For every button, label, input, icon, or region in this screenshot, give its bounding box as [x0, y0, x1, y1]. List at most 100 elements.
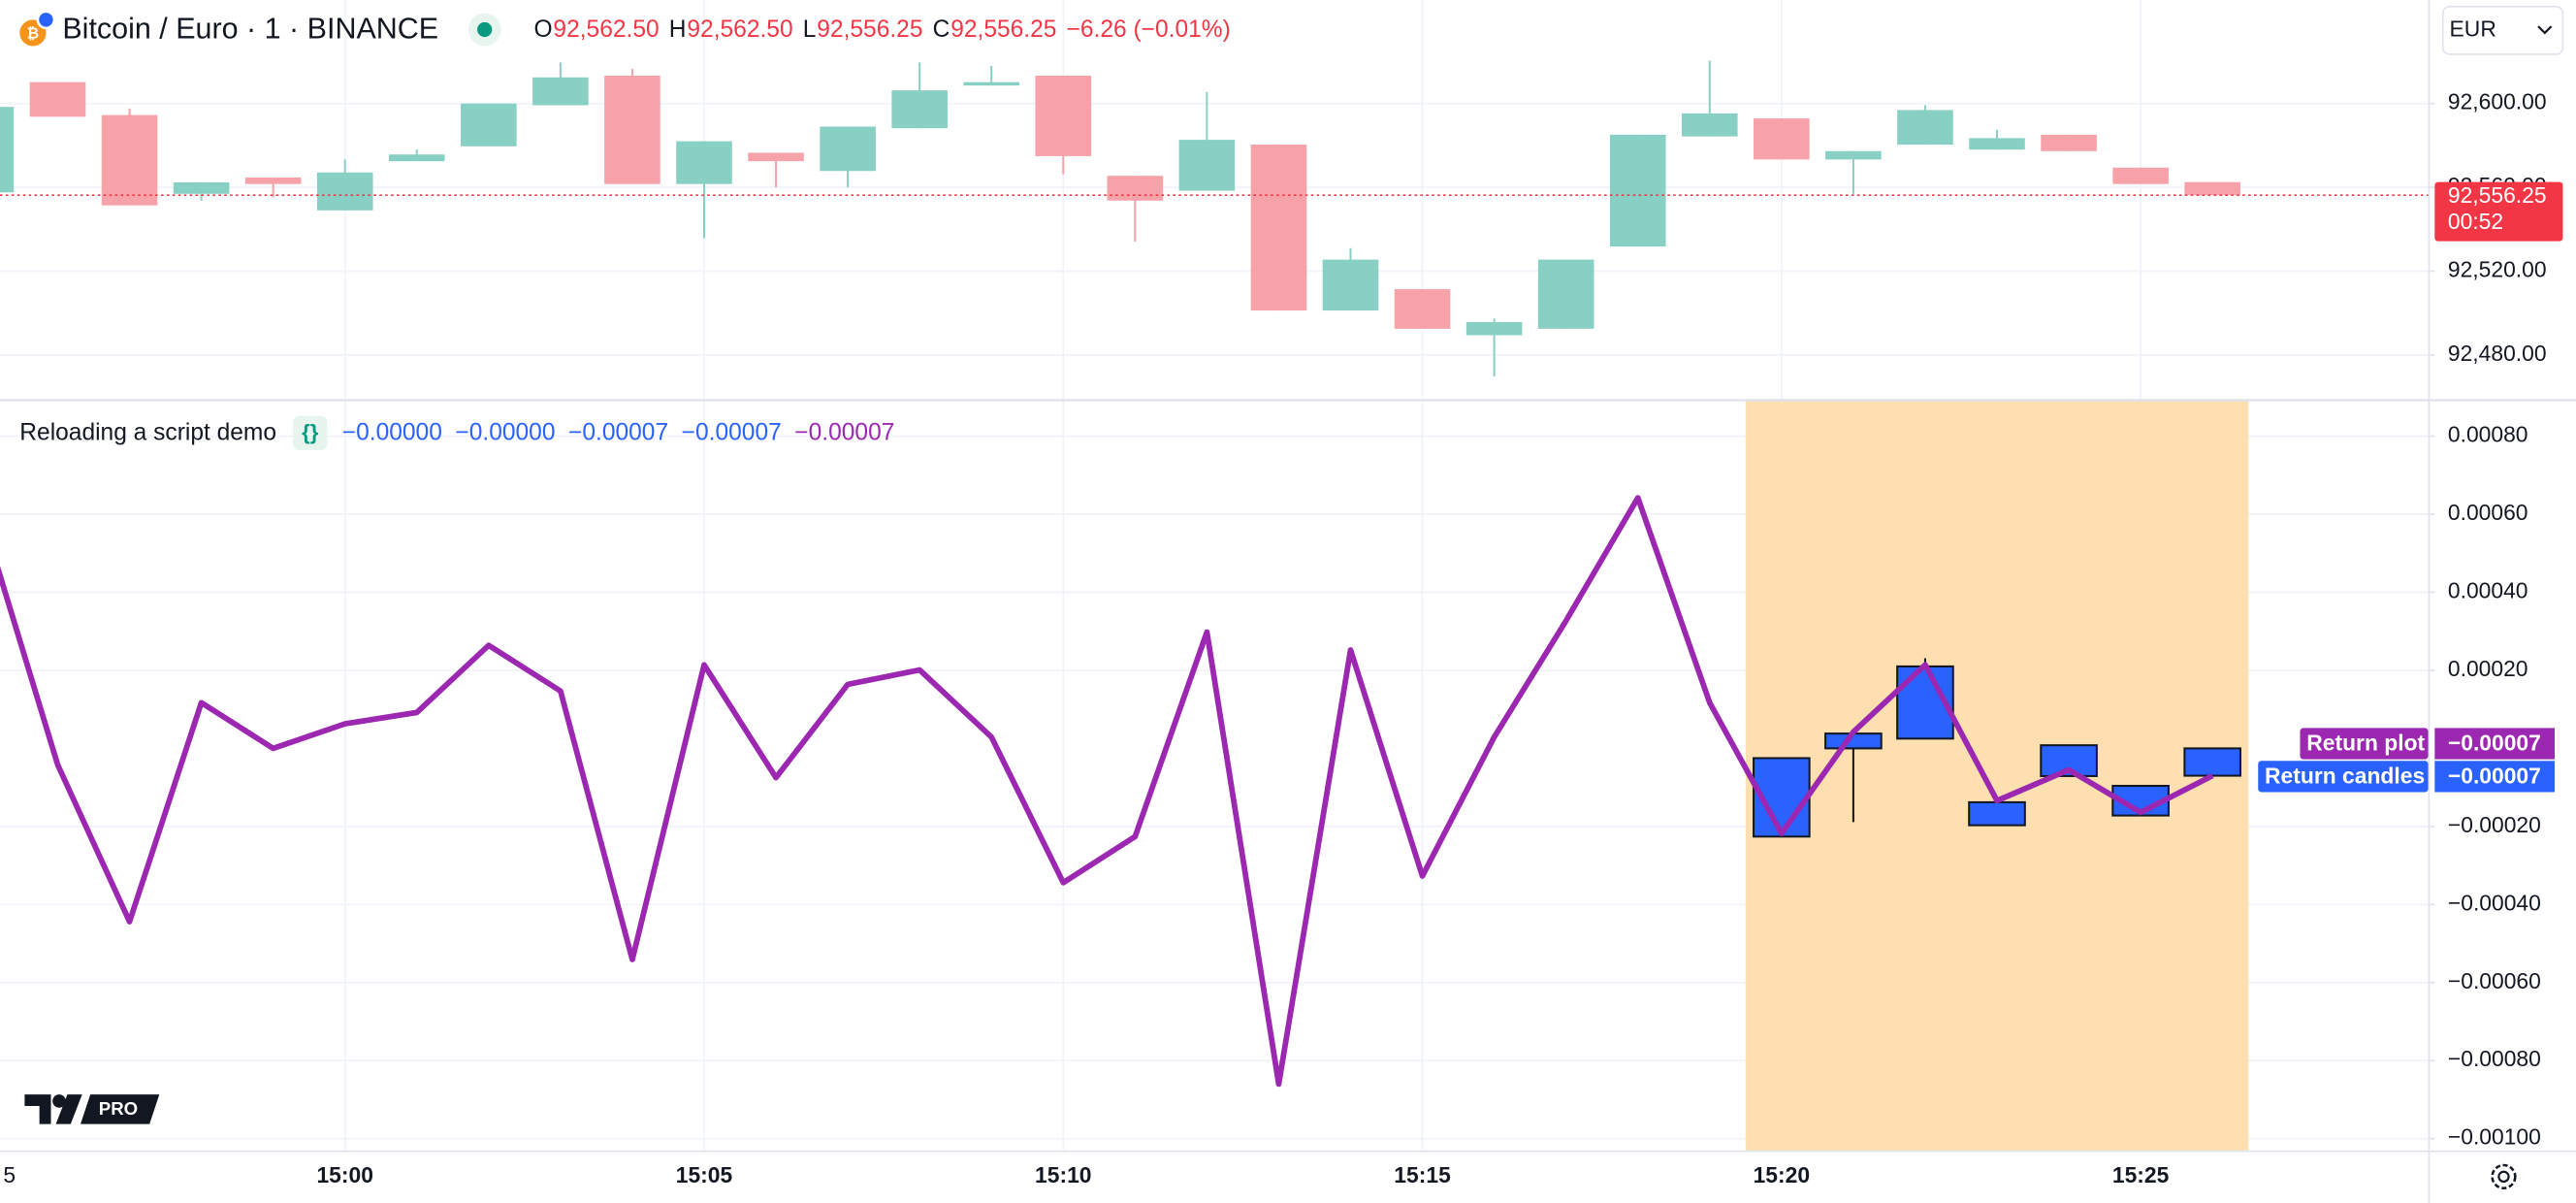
- x-tick-label: 5: [3, 1162, 16, 1187]
- last-price-label: 92,556.25: [2448, 182, 2547, 208]
- settings-button[interactable]: [2491, 1163, 2517, 1189]
- indicator-value: −0.00000: [455, 420, 555, 446]
- status-key: O: [534, 16, 553, 43]
- labels: 5 15:00 15:05 15:10 15:15 15:20 15:25 92,480.00…: [3, 12, 2563, 1187]
- currency-dropdown[interactable]: [2441, 5, 2564, 55]
- candle-body: [1394, 289, 1451, 329]
- candle-body: [316, 172, 373, 211]
- series-value-label: −0.00007: [2448, 763, 2541, 788]
- status-change: −6.26 (−0.01%): [1067, 16, 1231, 43]
- currency-label: EUR: [2450, 16, 2496, 41]
- x-tick-label: 15:00: [316, 1162, 372, 1187]
- series-value-badge: [2434, 728, 2555, 760]
- market-status-dot: [477, 21, 493, 38]
- y-tick-label: −0.00080: [2448, 1046, 2541, 1071]
- logo-badge: [80, 1094, 160, 1124]
- currency-logo: [36, 10, 56, 30]
- y-tick-label: 92,480.00: [2448, 341, 2547, 366]
- logo-part: [52, 1094, 66, 1108]
- candle-body: [676, 141, 732, 184]
- candle-body: [244, 177, 302, 184]
- indicator-value: −0.00007: [682, 420, 782, 446]
- candle-body: [388, 154, 445, 162]
- candle-body: [532, 77, 589, 106]
- candle-body: [1825, 150, 1882, 160]
- candle-body: [1537, 259, 1594, 329]
- status-key: L: [803, 16, 817, 43]
- series-name-badge: [2258, 761, 2429, 793]
- candle-body: [461, 103, 517, 146]
- candle-body: [0, 107, 15, 193]
- x-tick-label: 15:15: [1394, 1162, 1451, 1187]
- candle-body: [891, 90, 948, 129]
- candle-body: [1322, 259, 1379, 311]
- indicator-icon-bg[interactable]: [292, 415, 328, 451]
- last-price-badge: [2434, 181, 2563, 242]
- candle-body: [101, 114, 158, 206]
- status-value: 92,556.25: [950, 16, 1056, 43]
- logo-part: [55, 1094, 82, 1124]
- candle-body: [2041, 134, 2097, 151]
- symbol-logo-glyph: ₿: [27, 26, 39, 43]
- x-tick-label: 15:20: [1754, 1162, 1810, 1187]
- series-name-badge: [2300, 728, 2429, 760]
- series-value-label: −0.00007: [2448, 730, 2541, 755]
- candle-body: [2183, 747, 2241, 777]
- series-value-badge: [2434, 761, 2555, 793]
- candle-body: [963, 81, 1020, 86]
- symbol-title: Bitcoin / Euro · 1 · BINANCE: [62, 12, 438, 45]
- candle-body: [1250, 145, 1307, 311]
- logo-badge-text: PRO: [99, 1098, 138, 1119]
- y-tick-label: −0.00060: [2448, 968, 2541, 993]
- candle-body: [2040, 744, 2098, 777]
- y-tick-label: 0.00020: [2448, 656, 2528, 681]
- x-tick-label: 15:05: [676, 1162, 733, 1187]
- candle-body: [1178, 140, 1236, 191]
- candle-body: [1754, 118, 1810, 160]
- y-tick-label: 0.00040: [2448, 578, 2528, 603]
- status-value: 92,556.25: [817, 16, 922, 43]
- candle-body: [1969, 138, 2025, 150]
- tv-logo: PRO: [24, 1094, 160, 1124]
- candle-body: [604, 76, 660, 184]
- series-name-label: Return candles: [2265, 763, 2425, 788]
- status-value: 92,562.50: [687, 16, 792, 43]
- status-key: H: [669, 16, 687, 43]
- candle-body: [820, 126, 876, 172]
- indicator-title: Reloading a script demo: [19, 420, 276, 446]
- countdown-label: 00:52: [2448, 209, 2503, 234]
- candle-body: [2184, 181, 2240, 196]
- candle-body: [1897, 110, 1953, 146]
- y-tick-label: −0.00040: [2448, 890, 2541, 915]
- candle-body: [29, 81, 86, 117]
- status-value: 92,562.50: [553, 16, 659, 43]
- y-tick-label: −0.00100: [2448, 1124, 2541, 1150]
- gear-inner: [2497, 1170, 2510, 1184]
- background-highlight: [1745, 401, 2249, 1151]
- y-tick-label: −0.00020: [2448, 812, 2541, 837]
- status-key: C: [933, 16, 950, 43]
- y-tick-label: 0.00060: [2448, 500, 2528, 525]
- marks: [0, 60, 2429, 1151]
- candle-body: [1681, 113, 1738, 137]
- indicator-value: −0.00007: [794, 420, 894, 446]
- candle-body: [173, 181, 230, 194]
- y-tick-label: 92,600.00: [2448, 89, 2547, 114]
- series-name-label: Return plot: [2306, 730, 2425, 755]
- dropdown-chevron: [2537, 25, 2553, 35]
- y-tick-label: 0.00080: [2448, 422, 2528, 447]
- indicator-icon: {}: [302, 420, 319, 444]
- indicator-value: −0.00007: [568, 420, 668, 446]
- candle-body: [1035, 76, 1092, 156]
- line-series: [0, 495, 2214, 1088]
- candle-body: [1968, 800, 2026, 827]
- candle-body: [748, 152, 804, 162]
- logo-part: [24, 1094, 51, 1124]
- candle-body: [1465, 321, 1523, 336]
- candle-body: [1609, 134, 1666, 247]
- x-tick-label: 15:10: [1035, 1162, 1091, 1187]
- y-tick-label: 92,520.00: [2448, 257, 2547, 282]
- x-tick-label: 15:25: [2112, 1162, 2170, 1187]
- indicator-value: −0.00000: [342, 420, 442, 446]
